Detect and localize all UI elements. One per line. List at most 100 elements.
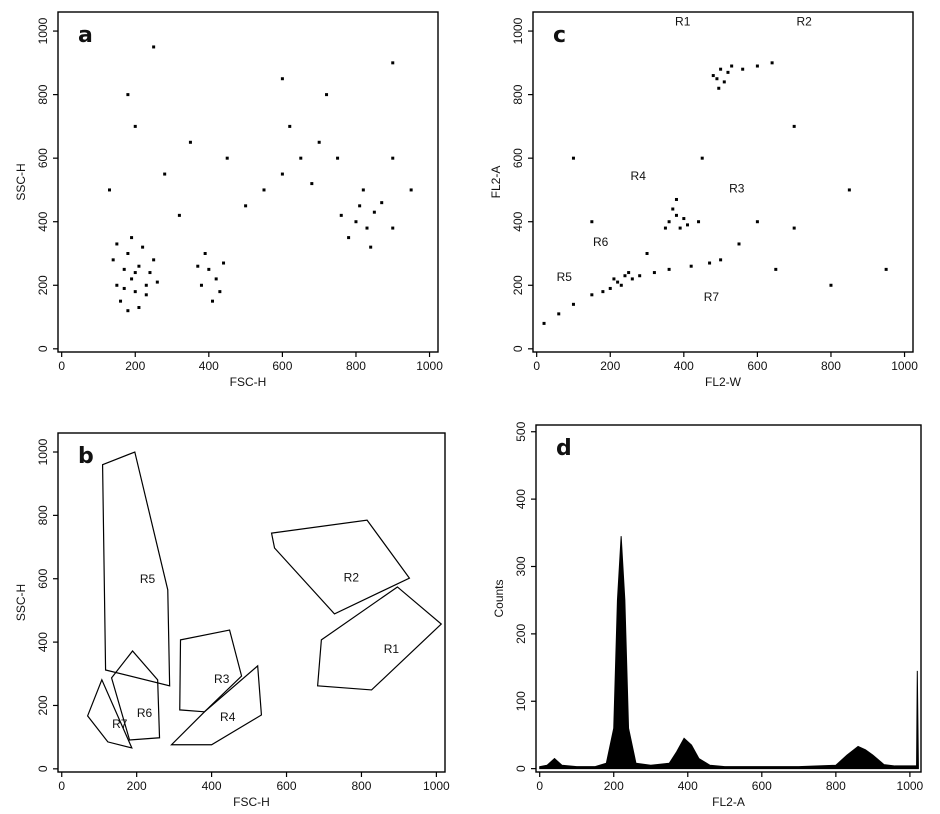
event-dot [196, 264, 200, 268]
event-dot [380, 201, 384, 205]
histogram-area [539, 536, 919, 770]
x-tick-label: 0 [58, 359, 65, 373]
region-label: R7 [112, 717, 128, 731]
event-dot [141, 245, 145, 249]
event-dot [409, 188, 413, 192]
event-dot [391, 226, 395, 230]
event-dot [686, 223, 690, 227]
event-dot [133, 290, 137, 294]
event-dot [218, 290, 222, 294]
event-dot [115, 283, 119, 287]
event-dot [199, 283, 203, 287]
event-dot [608, 286, 612, 290]
panel-letter: d [556, 436, 572, 461]
y-axis-label: SSC-H [14, 163, 28, 200]
event-dot [188, 140, 192, 144]
event-dot [203, 251, 207, 255]
x-tick-label: 1000 [891, 359, 918, 373]
event-dot [391, 61, 395, 65]
region-label: R6 [137, 706, 153, 720]
event-dot [623, 274, 627, 278]
y-tick-label: 800 [36, 505, 50, 525]
event-dot [244, 204, 248, 208]
y-tick-label: 0 [36, 345, 50, 352]
event-dot [792, 124, 796, 128]
event-dot [372, 210, 376, 214]
event-dot [347, 236, 351, 240]
gate-region [270, 519, 411, 615]
event-dot [674, 213, 678, 217]
event-dot [829, 283, 833, 287]
x-tick-label: 800 [826, 779, 846, 793]
event-dot [700, 156, 704, 160]
panel-letter: a [78, 23, 93, 48]
y-tick-label: 0 [514, 765, 528, 772]
x-tick-label: 0 [533, 359, 540, 373]
event-dot [214, 277, 218, 281]
event-dot [222, 261, 226, 265]
event-dot [774, 267, 778, 271]
plot-frame [535, 424, 922, 773]
event-dot [557, 312, 561, 316]
event-dot [310, 182, 314, 186]
event-dot [755, 64, 759, 68]
event-dot [211, 299, 215, 303]
event-dot [111, 258, 115, 262]
event-dot [741, 67, 745, 71]
gate-region [101, 451, 171, 687]
event-dot [755, 220, 759, 224]
panel-letter: b [78, 444, 94, 469]
region-label: R1 [384, 642, 400, 656]
event-dot [571, 156, 575, 160]
x-tick-label: 600 [747, 359, 767, 373]
gate-region [179, 629, 243, 713]
event-dot [730, 64, 734, 68]
x-tick-label: 800 [351, 779, 371, 793]
x-tick-label: 1000 [416, 359, 443, 373]
x-axis-label: FSC-H [230, 375, 267, 389]
region-label: R6 [593, 235, 609, 249]
y-tick-label: 0 [511, 345, 525, 352]
event-dot [358, 204, 362, 208]
event-dot [645, 251, 649, 255]
event-dot [133, 271, 137, 275]
x-axis-label: FL2-W [705, 375, 742, 389]
y-tick-label: 300 [514, 556, 528, 576]
event-dot [667, 220, 671, 224]
event-dot [177, 213, 181, 217]
region-label: R2 [796, 14, 812, 28]
region-label: R4 [631, 169, 647, 183]
x-axis-label: FL2-A [712, 795, 745, 809]
y-tick-label: 400 [514, 489, 528, 509]
y-tick-label: 400 [36, 632, 50, 652]
event-dot [627, 271, 631, 275]
y-tick-label: 600 [511, 148, 525, 168]
event-dot [137, 264, 141, 268]
event-dot [671, 207, 675, 211]
event-dot [130, 236, 134, 240]
event-dot [115, 242, 119, 246]
y-axis-label: Counts [492, 579, 506, 617]
event-dot [708, 261, 712, 265]
x-axis-label: FSC-H [233, 795, 270, 809]
event-dot [630, 277, 634, 281]
event-dot [612, 277, 616, 281]
event-dot [590, 220, 594, 224]
event-dot [133, 124, 137, 128]
y-tick-label: 200 [36, 275, 50, 295]
x-tick-label: 200 [125, 359, 145, 373]
event-dot [207, 267, 211, 271]
event-dot [369, 245, 373, 249]
event-dot [144, 293, 148, 297]
event-dot [365, 226, 369, 230]
event-dot [678, 226, 682, 230]
x-tick-label: 200 [127, 779, 147, 793]
y-tick-label: 0 [36, 765, 50, 772]
x-tick-label: 200 [600, 359, 620, 373]
y-tick-label: 400 [511, 211, 525, 231]
event-dot [590, 293, 594, 297]
x-tick-label: 0 [536, 779, 543, 793]
y-tick-label: 600 [36, 148, 50, 168]
y-axis-label: FL2-A [489, 166, 503, 199]
